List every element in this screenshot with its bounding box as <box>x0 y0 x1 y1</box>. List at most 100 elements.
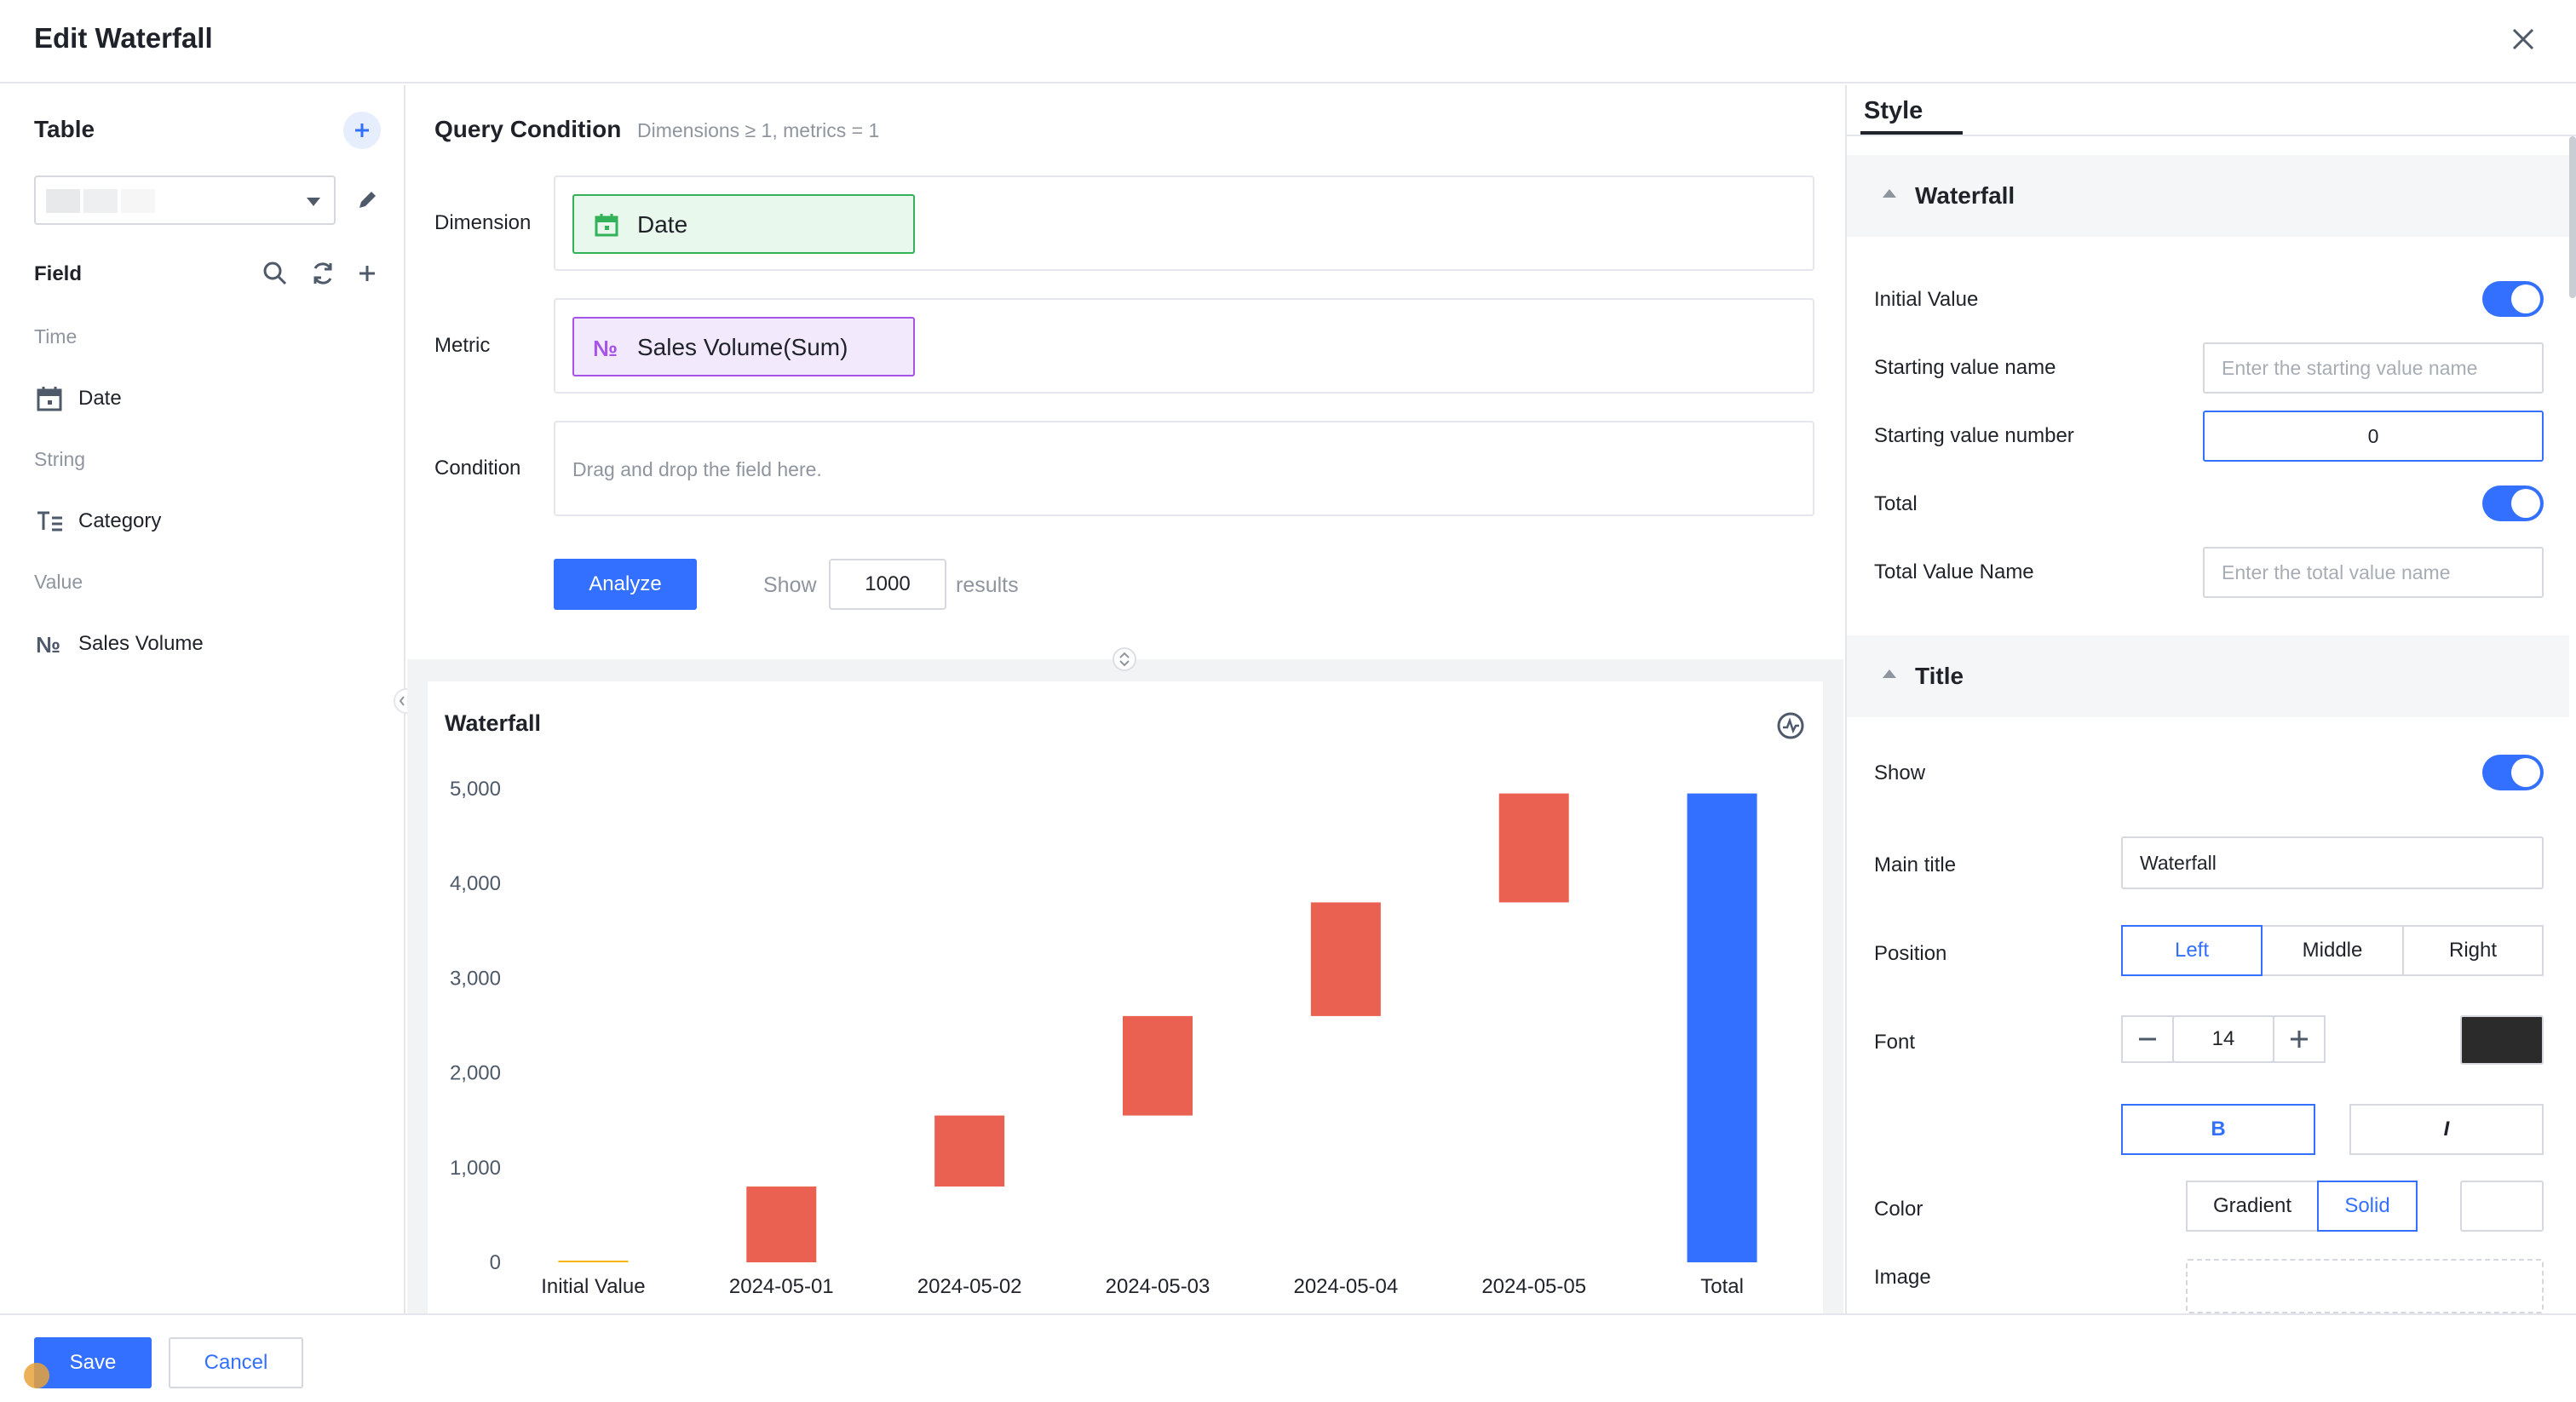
starting-number-label: Starting value number <box>1874 424 2074 447</box>
tab-style[interactable]: Style <box>1864 97 1923 124</box>
toggle-knob <box>2511 284 2540 313</box>
main-title-label: Main title <box>1874 853 1957 876</box>
waterfall-chart: Waterfall 0 1,000 2,000 3,000 4,000 5,000 Ini… <box>445 710 1804 1298</box>
initial-value-toggle[interactable] <box>2482 281 2544 317</box>
y-tick-label: 3,000 <box>450 967 501 990</box>
search-icon[interactable] <box>261 259 290 288</box>
query-panel: Query Condition Dimensions ≥ 1, metrics … <box>407 85 1843 1313</box>
font-size-input[interactable]: 14 <box>2172 1015 2274 1063</box>
starting-number-input[interactable]: 0 <box>2203 411 2544 462</box>
close-icon[interactable] <box>2506 22 2540 56</box>
dimension-chip[interactable]: Date <box>572 194 915 254</box>
position-right-button[interactable]: Right <box>2402 925 2544 976</box>
metric-dropzone[interactable]: № Sales Volume(Sum) <box>554 298 1814 394</box>
starting-name-label: Starting value name <box>1874 356 2056 379</box>
waterfall-bar[interactable] <box>1310 902 1381 1016</box>
plus-icon <box>2291 1031 2308 1048</box>
section-waterfall[interactable]: Waterfall <box>1847 155 2569 237</box>
metric-label: Metric <box>434 334 491 357</box>
x-tick-label: 2024-05-03 <box>1106 1275 1210 1298</box>
waterfall-bar[interactable] <box>746 1187 817 1262</box>
font-color-picker[interactable] <box>2460 1015 2544 1065</box>
waterfall-bar[interactable] <box>934 1115 1005 1187</box>
toggle-knob <box>2511 489 2540 518</box>
position-left-button[interactable]: Left <box>2121 925 2263 976</box>
font-size-decrease[interactable] <box>2121 1015 2174 1063</box>
image-upload-area[interactable] <box>2186 1259 2544 1313</box>
pencil-icon[interactable] <box>354 187 380 213</box>
color-label: Color <box>1874 1198 1923 1221</box>
metric-chip[interactable]: № Sales Volume(Sum) <box>572 317 915 376</box>
condition-placeholder: Drag and drop the field here. <box>572 458 822 480</box>
modal-title: Edit Waterfall <box>34 22 213 54</box>
show-title-toggle[interactable] <box>2482 755 2544 790</box>
modal-footer: Save Cancel <box>0 1313 2576 1402</box>
chevron-down-icon <box>307 198 320 206</box>
color-gradient-button[interactable]: Gradient <box>2186 1181 2319 1232</box>
section-title-settings[interactable]: Title <box>1847 635 2569 717</box>
section-title: Title <box>1915 663 1964 689</box>
total-toggle[interactable] <box>2482 486 2544 521</box>
image-label: Image <box>1874 1266 1931 1289</box>
cancel-button[interactable]: Cancel <box>169 1337 303 1388</box>
italic-button[interactable]: I <box>2349 1104 2544 1155</box>
metric-chip-label: Sales Volume(Sum) <box>637 334 848 360</box>
add-field-icon[interactable] <box>353 259 382 288</box>
save-button[interactable]: Save <box>34 1337 152 1388</box>
y-tick-label: 0 <box>490 1251 501 1274</box>
analyze-button[interactable]: Analyze <box>554 559 697 610</box>
show-title-label: Show <box>1874 761 1926 784</box>
redacted-table-name <box>46 189 80 213</box>
total-name-label: Total Value Name <box>1874 560 2034 583</box>
condition-label: Condition <box>434 457 521 480</box>
section-title: Waterfall <box>1915 182 2015 209</box>
field-name: Category <box>78 509 162 532</box>
condition-dropzone[interactable]: Drag and drop the field here. <box>554 421 1814 516</box>
field-name: Sales Volume <box>78 632 204 655</box>
minus-icon <box>2139 1037 2156 1041</box>
total-bar[interactable] <box>1687 793 1757 1262</box>
color-solid-button[interactable]: Solid <box>2317 1181 2418 1232</box>
x-tick-label: 2024-05-05 <box>1481 1275 1586 1298</box>
main-title-input[interactable]: Waterfall <box>2121 836 2544 889</box>
y-tick-label: 2,000 <box>450 1062 501 1085</box>
waterfall-bar[interactable] <box>1498 793 1569 903</box>
waterfall-bar[interactable] <box>1123 1015 1193 1116</box>
calendar-icon <box>37 387 62 411</box>
table-select[interactable] <box>34 175 336 225</box>
y-tick-label: 4,000 <box>450 872 501 895</box>
dimension-dropzone[interactable]: Date <box>554 175 1814 271</box>
y-tick-label: 1,000 <box>450 1157 501 1180</box>
tab-underline <box>1860 131 1963 135</box>
number-field-icon: № <box>593 336 618 361</box>
collapse-triangle-icon <box>1883 189 1896 198</box>
tab-divider <box>1847 135 2576 136</box>
position-middle-button[interactable]: Middle <box>2261 925 2404 976</box>
initial-value-bar[interactable] <box>558 1261 629 1262</box>
chart-settings-icon[interactable] <box>1777 712 1804 739</box>
font-size-increase[interactable] <box>2273 1015 2326 1063</box>
query-subtitle: Dimensions ≥ 1, metrics = 1 <box>637 119 880 141</box>
x-tick-label: 2024-05-02 <box>917 1275 1022 1298</box>
query-title: Query Condition <box>434 116 622 142</box>
group-label-string: String <box>34 448 86 470</box>
add-table-button[interactable] <box>343 112 381 149</box>
cursor-indicator <box>24 1363 49 1388</box>
calendar-icon <box>595 214 618 237</box>
svg-text:№: № <box>36 632 60 658</box>
dimension-label: Dimension <box>434 211 532 234</box>
total-name-input[interactable]: Enter the total value name <box>2203 547 2544 598</box>
svg-text:№: № <box>593 336 618 361</box>
scrollbar[interactable] <box>2569 136 2576 298</box>
x-tick-label: 2024-05-04 <box>1293 1275 1398 1298</box>
resize-handle[interactable] <box>1113 647 1136 671</box>
results-count-input[interactable]: 1000 <box>829 559 946 610</box>
chart-card: Waterfall 0 1,000 2,000 3,000 4,000 5,000 Ini… <box>428 681 1823 1313</box>
bold-button[interactable]: B <box>2121 1104 2315 1155</box>
title-color-picker[interactable] <box>2460 1181 2544 1232</box>
text-field-icon <box>37 511 62 531</box>
starting-name-input[interactable]: Enter the starting value name <box>2203 342 2544 394</box>
refresh-icon[interactable] <box>308 259 337 288</box>
field-panel: Table Field Time <box>0 85 405 1313</box>
table-label: Table <box>34 116 95 142</box>
